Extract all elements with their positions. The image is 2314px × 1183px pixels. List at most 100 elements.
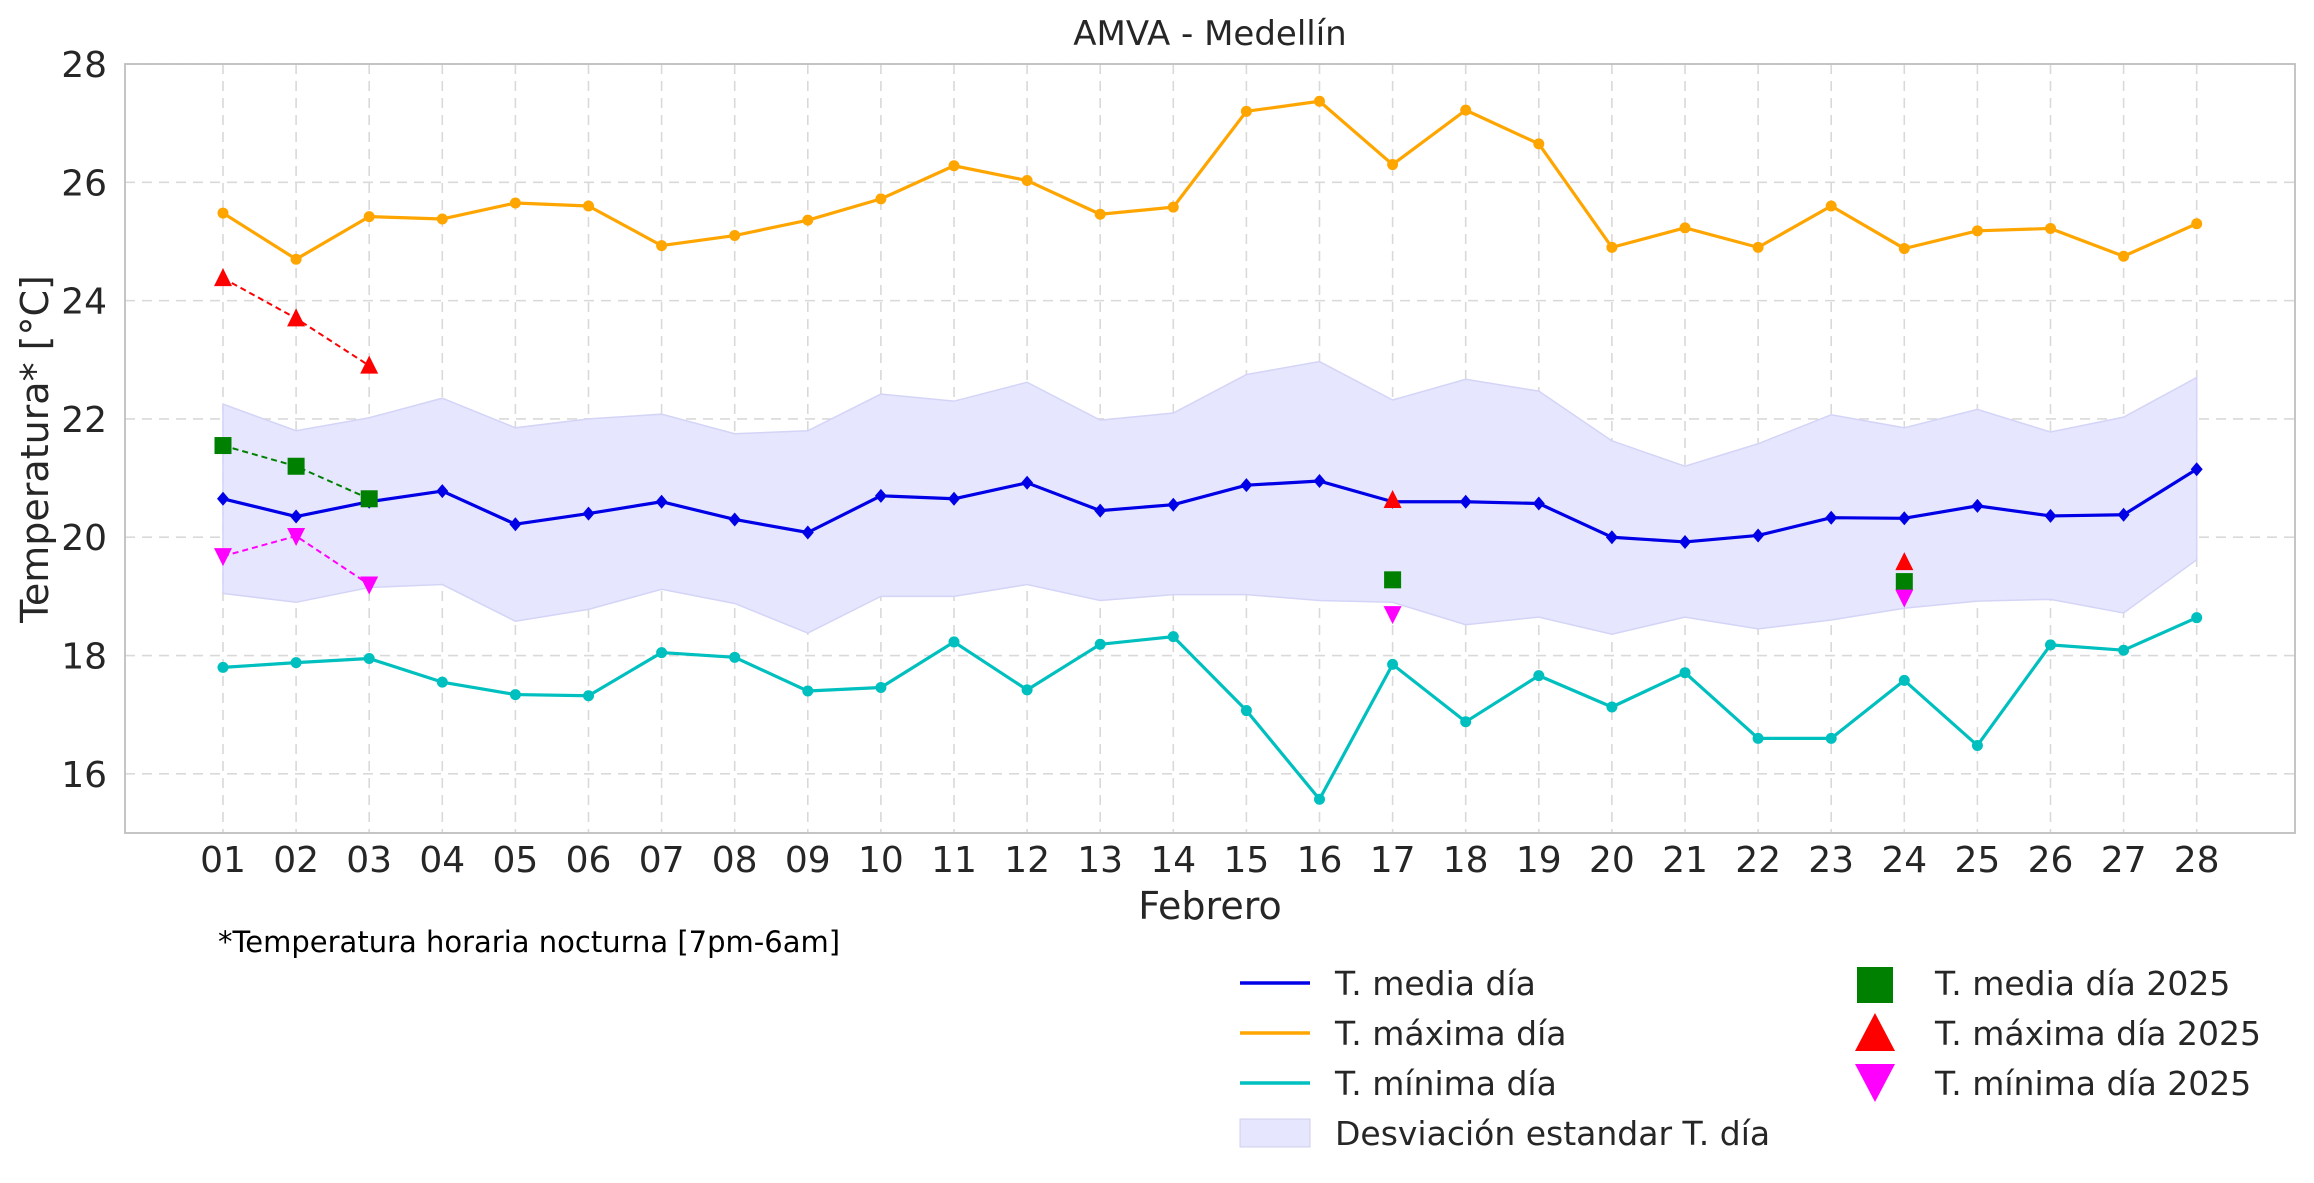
legend-label-minima: T. mínima día — [1334, 1064, 1557, 1103]
x-tick-28: 28 — [2174, 840, 2220, 881]
point-maxima-17 — [1387, 159, 1399, 171]
x-tick-17: 17 — [1370, 840, 1416, 881]
point-media-2025-01 — [214, 437, 232, 455]
series-2025-layer — [214, 268, 1914, 625]
x-tick-25: 25 — [1954, 840, 2000, 881]
point-maxima-01 — [217, 207, 229, 219]
legend-item-media: T. media día — [1240, 964, 1536, 1003]
y-tick-28: 28 — [61, 45, 107, 86]
point-media-06 — [582, 506, 595, 521]
chart-title: AMVA - Medellín — [1073, 14, 1346, 54]
x-tick-21: 21 — [1662, 840, 1708, 881]
legend-item-minima: T. mínima día — [1240, 1064, 1557, 1103]
point-maxima-24 — [1898, 243, 1910, 255]
legend-swatch-media-2025 — [1857, 967, 1893, 1003]
point-minima-2025-24 — [1895, 589, 1914, 608]
x-tick-01: 01 — [200, 840, 246, 881]
point-media-2025-17 — [1384, 571, 1402, 589]
point-media-18 — [1459, 494, 1472, 509]
x-tick-05: 05 — [492, 840, 538, 881]
point-media-09 — [801, 525, 814, 540]
point-media-16 — [1313, 474, 1326, 489]
point-media-24 — [1898, 511, 1911, 526]
x-axis-label: Febrero — [1138, 884, 1281, 928]
legend-item-minima-2025: T. mínima día 2025 — [1855, 1064, 2251, 1103]
point-minima-17 — [1387, 658, 1399, 670]
point-maxima-04 — [436, 213, 448, 225]
point-minima-11 — [948, 636, 960, 648]
point-minima-27 — [2118, 644, 2130, 656]
point-media-10 — [874, 488, 887, 503]
point-minima-03 — [363, 652, 375, 664]
point-maxima-06 — [583, 200, 594, 212]
series-line-maxima — [222, 99, 2198, 261]
footnote: *Temperatura horaria nocturna [7pm-6am] — [218, 925, 840, 959]
point-maxima-26 — [2045, 222, 2056, 234]
series-layer — [217, 95, 2203, 805]
point-media-2025-03 — [360, 490, 378, 508]
point-media-22 — [1752, 528, 1765, 543]
point-maxima-08 — [729, 230, 741, 242]
point-maxima-2025-02 — [287, 308, 306, 327]
point-media-08 — [728, 512, 741, 527]
point-media-23 — [1825, 510, 1838, 525]
point-minima-21 — [1679, 667, 1691, 679]
point-minima-2025-17 — [1383, 606, 1402, 625]
point-minima-09 — [802, 685, 814, 697]
x-tick-26: 26 — [2028, 840, 2074, 881]
point-minima-20 — [1606, 701, 1618, 713]
y-tick-22: 22 — [61, 400, 107, 441]
point-maxima-25 — [1971, 225, 1983, 237]
std-band — [222, 360, 2198, 636]
x-tick-19: 19 — [1516, 840, 1562, 881]
legend-item-band: Desviación estandar T. día — [1239, 1114, 1770, 1153]
point-media-01 — [217, 491, 229, 506]
point-media-20 — [1605, 530, 1618, 545]
point-maxima-2025-17 — [1383, 489, 1402, 508]
point-minima-23 — [1825, 732, 1837, 744]
legend-swatch-minima-2025 — [1855, 1064, 1895, 1102]
point-media-02 — [290, 509, 303, 524]
point-maxima-23 — [1825, 200, 1837, 212]
x-tick-02: 02 — [273, 840, 319, 881]
x-tick-10: 10 — [858, 840, 904, 881]
point-minima-2025-02 — [287, 528, 306, 547]
point-media-04 — [436, 484, 449, 499]
point-media-07 — [655, 494, 668, 509]
legend-label-maxima-2025: T. máxima día 2025 — [1934, 1014, 2261, 1053]
point-maxima-20 — [1606, 241, 1618, 253]
point-media-14 — [1167, 497, 1180, 512]
point-media-27 — [2117, 507, 2130, 522]
point-media-15 — [1240, 478, 1253, 493]
point-maxima-03 — [363, 211, 375, 223]
x-tick-14: 14 — [1150, 840, 1196, 881]
legend: T. media día T. máxima día T. mínima día… — [1239, 964, 2261, 1153]
point-maxima-14 — [1167, 201, 1179, 213]
y-tick-24: 24 — [61, 282, 107, 323]
point-maxima-27 — [2118, 250, 2130, 262]
y-tick-16: 16 — [61, 755, 107, 796]
point-media-11 — [948, 491, 960, 506]
y-tick-20: 20 — [61, 518, 107, 559]
point-media-2025-02 — [287, 457, 305, 475]
point-maxima-18 — [1460, 104, 1472, 116]
legend-item-maxima-2025: T. máxima día 2025 — [1855, 1013, 2261, 1053]
legend-item-maxima: T. máxima día — [1240, 1014, 1566, 1053]
point-maxima-07 — [656, 240, 668, 252]
point-media-19 — [1532, 496, 1545, 511]
point-maxima-12 — [1021, 175, 1033, 187]
y-axis-label: Temperatura* [°C] — [13, 275, 57, 624]
x-tick-15: 15 — [1223, 840, 1269, 881]
point-media-2025-24 — [1895, 573, 1913, 591]
point-maxima-21 — [1679, 222, 1691, 234]
x-tick-03: 03 — [346, 840, 392, 881]
point-minima-2025-01 — [214, 548, 232, 567]
plot-frame — [124, 63, 2296, 834]
legend-label-media: T. media día — [1334, 964, 1536, 1003]
point-minima-28 — [2191, 612, 2203, 624]
legend-label-band: Desviación estandar T. día — [1335, 1114, 1770, 1153]
point-minima-02 — [290, 657, 302, 669]
point-minima-13 — [1094, 638, 1106, 650]
point-minima-15 — [1240, 705, 1252, 717]
